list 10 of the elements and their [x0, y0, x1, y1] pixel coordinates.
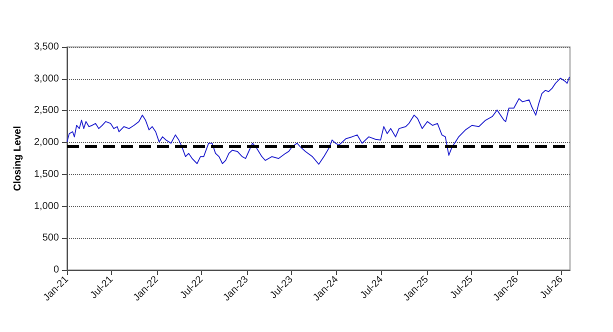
y-tick-label: 1,000: [34, 200, 60, 212]
y-tick-label: 3,500: [34, 42, 60, 52]
y-tick-label: 2,000: [34, 137, 60, 148]
y-tick-label: 1,500: [34, 168, 60, 180]
y-tick-label: 0: [53, 264, 60, 276]
y-tick-label: 3,000: [34, 73, 60, 84]
y-tick-label: 2,500: [34, 105, 60, 116]
y-axis-title: Closing Level: [12, 126, 24, 192]
y-tick-label: 500: [42, 232, 60, 244]
line-series: [66, 76, 570, 165]
